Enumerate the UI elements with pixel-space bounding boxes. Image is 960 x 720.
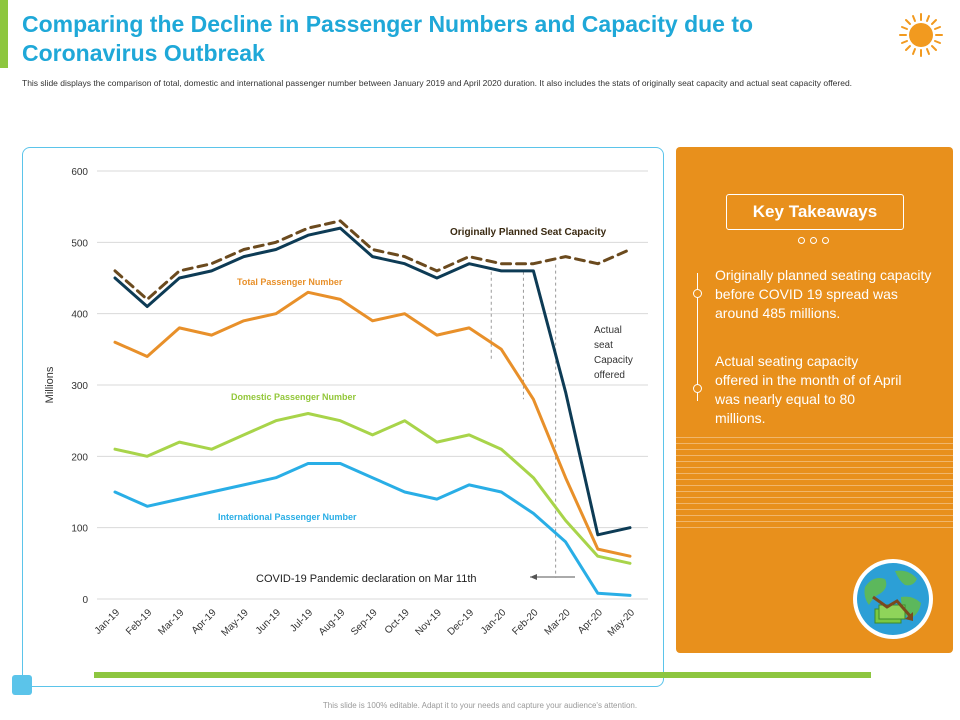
covid-annotation: COVID-19 Pandemic declaration on Mar 11t… (256, 573, 477, 585)
title-accent-bar (0, 0, 8, 68)
x-tick-label: May-20 (606, 607, 638, 639)
y-tick-label: 600 (71, 167, 88, 178)
x-tick-label: Jan-19 (93, 607, 123, 637)
corner-decoration (12, 675, 32, 695)
y-tick-label: 300 (71, 381, 88, 392)
green-underline-bar (94, 672, 871, 678)
x-tick-label: May-19 (220, 607, 252, 639)
key-takeaways-panel: Key Takeaways Originally planned seating… (676, 147, 953, 653)
x-tick-label: Aug-19 (317, 607, 348, 638)
y-axis-label: Millions (44, 366, 56, 403)
takeaway-2: Actual seating capacity offered in the m… (715, 353, 902, 426)
panel-stripes (676, 437, 953, 597)
x-tick-label: Feb-19 (124, 607, 154, 637)
y-tick-label: 200 (71, 452, 88, 463)
chart-frame (22, 147, 664, 687)
globe-decline-icon (853, 559, 933, 639)
x-tick-label: Mar-19 (156, 607, 186, 637)
series-line-total-passenger-number (113, 290, 632, 558)
slide-subtitle: This slide displays the comparison of to… (22, 78, 853, 88)
slide-footer: This slide is 100% editable. Adapt it to… (322, 701, 638, 710)
y-tick-label: 100 (71, 524, 88, 535)
y-tick-label: 0 (82, 595, 88, 606)
x-tick-label: Oct-19 (383, 607, 412, 636)
dots-decoration (798, 237, 829, 244)
x-tick-label: Nov-19 (413, 607, 444, 638)
label-actual-capacity: Actual seat Capacity offered (594, 325, 636, 381)
y-tick-label: 400 (71, 310, 88, 321)
timeline-line (697, 273, 698, 401)
series-line-domestic-passenger-number (113, 412, 632, 565)
timeline-dot (693, 384, 702, 393)
x-tick-label: Apr-20 (576, 607, 605, 636)
label-planned-capacity: Originally Planned Seat Capacity (450, 227, 607, 238)
series-line-international-passenger-number (113, 462, 632, 597)
y-tick-label: 500 (71, 238, 88, 249)
x-tick-label: Feb-20 (510, 607, 540, 637)
label-total-passengers: Total Passenger Number (237, 277, 343, 287)
series-line-originally-planned-seat-capacity (113, 219, 632, 301)
x-tick-label: Mar-20 (543, 607, 573, 637)
covid-annotation-arrow (530, 574, 575, 580)
x-tick-label: Apr-19 (190, 607, 219, 636)
timeline-dot (693, 289, 702, 298)
series-line-actual-seat-capacity-offered (113, 226, 632, 537)
x-tick-label: Jan-20 (479, 607, 509, 637)
label-domestic-passengers: Domestic Passenger Number (231, 392, 357, 402)
x-tick-label: Jun-19 (254, 607, 284, 637)
x-tick-label: Jul-19 (288, 607, 315, 634)
key-takeaways-heading: Key Takeaways (726, 194, 904, 230)
takeaway-1: Originally planned seating capacity befo… (715, 267, 932, 321)
x-tick-label: Dec-19 (446, 607, 477, 638)
sun-icon (899, 13, 943, 57)
label-international-passengers: International Passenger Number (218, 512, 357, 522)
slide-title: Comparing the Decline in Passenger Numbe… (22, 11, 754, 66)
x-tick-label: Sep-19 (349, 607, 380, 638)
